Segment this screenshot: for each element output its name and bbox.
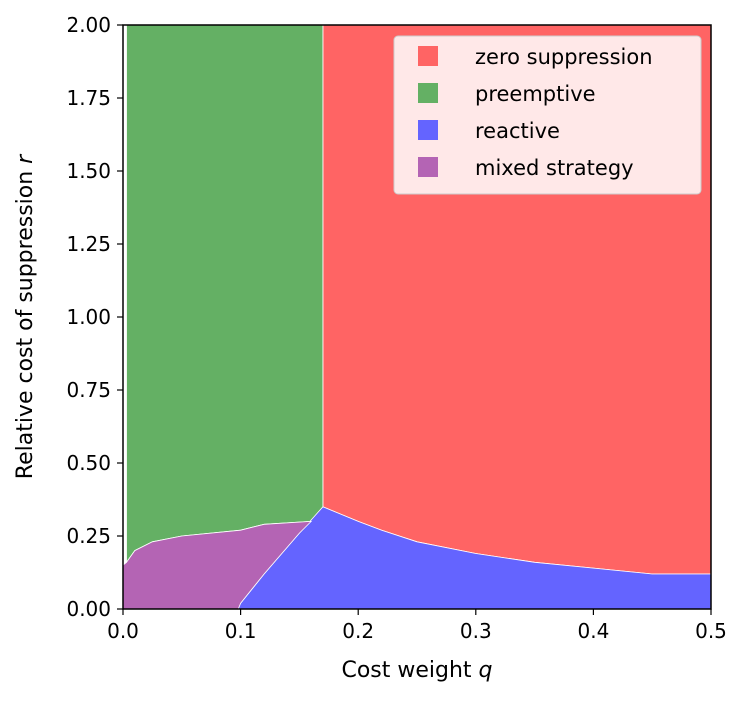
y-tick-label: 0.75 (66, 378, 111, 402)
x-tick-label: 0.5 (695, 619, 727, 643)
x-axis: 0.0 0.1 0.2 0.3 0.4 0.5 (107, 609, 727, 643)
legend-label-zero-suppression: zero suppression (475, 45, 653, 69)
legend-swatch-preemptive (418, 83, 438, 103)
legend: zero suppression preemptive reactive mixed … (393, 35, 702, 195)
y-tick-label: 1.75 (66, 86, 111, 110)
y-tick-label: 1.50 (66, 159, 111, 183)
y-axis-title: Relative cost of suppression r (13, 153, 38, 479)
y-tick-label: 0.25 (66, 524, 111, 548)
y-tick-label: 1.00 (66, 305, 111, 329)
x-axis-title: Cost weight q (341, 658, 492, 683)
legend-swatch-zero-suppression (418, 46, 438, 66)
x-tick-label: 0.4 (577, 619, 609, 643)
legend-box (393, 35, 702, 195)
legend-label-preemptive: preemptive (475, 82, 596, 106)
y-tick-label: 2.00 (66, 13, 111, 37)
legend-swatch-reactive (418, 120, 438, 140)
legend-swatch-mixed-strategy (418, 157, 438, 177)
x-tick-label: 0.1 (225, 619, 257, 643)
y-tick-label: 0.50 (66, 451, 111, 475)
legend-label-mixed-strategy: mixed strategy (475, 156, 634, 180)
x-tick-label: 0.0 (107, 619, 139, 643)
y-tick-label: 1.25 (66, 232, 111, 256)
y-axis: 0.00 0.25 0.50 0.75 1.00 1.25 1.50 1.75 2.00 (66, 13, 123, 621)
x-tick-label: 0.3 (460, 619, 492, 643)
region-preemptive (126, 24, 324, 564)
legend-label-reactive: reactive (475, 119, 560, 143)
y-tick-label: 0.00 (66, 597, 111, 621)
x-tick-label: 0.2 (342, 619, 374, 643)
region-mixed-strategy (122, 520, 313, 610)
